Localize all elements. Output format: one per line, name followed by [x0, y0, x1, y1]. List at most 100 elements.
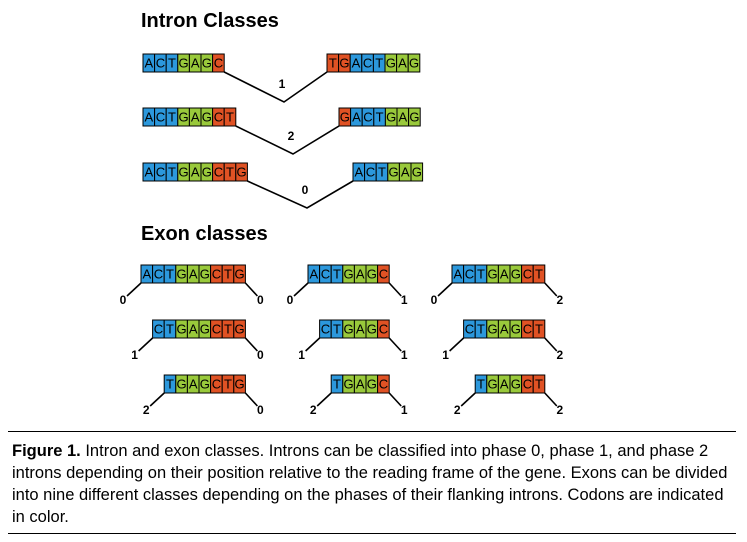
intron-row: A C T G A G C T G A C T G A G2 — [142, 107, 421, 155]
base-letter: C — [379, 322, 388, 337]
exon-class: A C T G A G C T0 2 — [431, 264, 563, 307]
base-cell — [532, 374, 546, 394]
base-letter: G — [386, 56, 396, 71]
left-phase-label: 1 — [131, 348, 138, 362]
base-letter: A — [191, 110, 200, 125]
base-letter: T — [224, 322, 232, 337]
left-phase-label: 0 — [431, 293, 438, 307]
base-letter: G — [389, 165, 399, 180]
base-letter: T — [166, 322, 174, 337]
base-letter: G — [412, 165, 422, 180]
base-letter: T — [535, 377, 543, 392]
right-phase-label: 2 — [556, 293, 563, 307]
base-letter: G — [235, 377, 245, 392]
base-cell — [212, 53, 225, 73]
base-letter: A — [500, 377, 509, 392]
left-flank-line — [293, 282, 309, 297]
intron-phase-label: 1 — [279, 77, 286, 91]
right-phase-label: 1 — [401, 293, 408, 307]
base-letter: T — [224, 377, 232, 392]
base-letter: T — [376, 110, 384, 125]
base-letter: C — [212, 267, 221, 282]
base-letter: G — [177, 267, 187, 282]
base-letter: T — [226, 110, 234, 125]
base-cell — [377, 374, 390, 394]
intron-classes-title: Intron Classes — [141, 10, 279, 32]
base-letter: G — [511, 322, 521, 337]
base-letter: A — [453, 267, 462, 282]
base-letter: T — [333, 267, 341, 282]
base-letter: G — [339, 56, 349, 71]
base-letter: T — [166, 267, 174, 282]
exon-class: C T G A G C1 1 — [298, 319, 408, 362]
base-letter: A — [189, 377, 198, 392]
base-letter: G — [235, 267, 245, 282]
base-letter: T — [168, 56, 176, 71]
base-cell — [233, 264, 246, 284]
base-letter: T — [535, 267, 543, 282]
base-letter: C — [523, 267, 532, 282]
base-letter: C — [214, 110, 223, 125]
base-cell — [532, 264, 546, 284]
base-cell — [407, 53, 421, 73]
base-letter: C — [214, 165, 223, 180]
base-letter: T — [168, 165, 176, 180]
left-flank-line — [305, 337, 321, 352]
base-cell — [223, 107, 237, 127]
base-letter: G — [200, 377, 210, 392]
base-letter: A — [500, 267, 509, 282]
base-letter: A — [191, 56, 200, 71]
base-letter: G — [488, 377, 498, 392]
base-cell — [233, 374, 246, 394]
base-letter: A — [354, 165, 363, 180]
right-flank-line — [388, 282, 402, 297]
base-letter: C — [212, 322, 221, 337]
left-phase-label: 2 — [310, 403, 317, 417]
exon-class: A C T G A G C T G0 0 — [120, 264, 264, 307]
intron-line — [235, 125, 340, 155]
base-letter: A — [398, 56, 407, 71]
exon-class: C T G A G C T G1 0 — [131, 319, 264, 362]
intron-phase-label: 0 — [302, 183, 309, 197]
left-flank-line — [316, 392, 332, 407]
right-flank-line — [244, 337, 258, 352]
left-phase-label: 2 — [143, 403, 150, 417]
base-letter: G — [511, 377, 521, 392]
base-letter: C — [156, 110, 165, 125]
base-letter: G — [200, 322, 210, 337]
base-letter: G — [179, 165, 189, 180]
base-letter: A — [352, 56, 361, 71]
base-letter: A — [189, 322, 198, 337]
intron-line — [247, 180, 354, 209]
right-flank-line — [244, 282, 258, 297]
base-letter: G — [386, 110, 396, 125]
base-letter: C — [523, 377, 532, 392]
base-letter: G — [367, 267, 377, 282]
base-letter: G — [409, 56, 419, 71]
base-letter: C — [363, 56, 372, 71]
right-phase-label: 2 — [556, 403, 563, 417]
base-letter: T — [168, 110, 176, 125]
caption-bottom-rule — [8, 533, 736, 534]
base-letter: C — [154, 267, 163, 282]
intron-rows: A C T G A G C T G A C T G A G1A C T G A G C T G A C T G A G2A C T G A G C T… — [142, 53, 424, 209]
base-letter: A — [144, 165, 153, 180]
base-letter: A — [500, 322, 509, 337]
exon-class: C T G A G C T1 2 — [442, 319, 563, 362]
left-flank-line — [126, 282, 142, 297]
right-flank-line — [388, 337, 402, 352]
base-letter: G — [344, 267, 354, 282]
base-letter: G — [409, 110, 419, 125]
base-letter: G — [202, 56, 212, 71]
base-letter: T — [477, 377, 485, 392]
base-letter: G — [235, 322, 245, 337]
left-flank-line — [138, 337, 154, 352]
base-letter: A — [144, 110, 153, 125]
base-cell — [408, 107, 421, 127]
base-letter: G — [177, 322, 187, 337]
